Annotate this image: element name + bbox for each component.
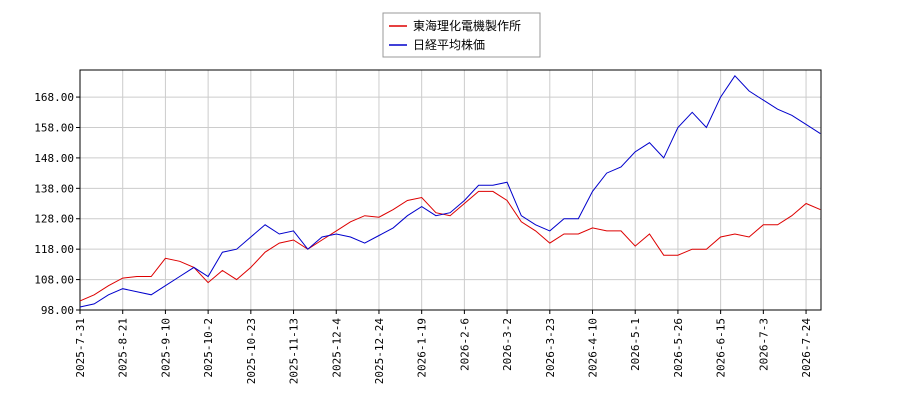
legend-box [382, 12, 541, 58]
x-tick-label: 2025-11-13 [288, 318, 301, 384]
y-tick-label: 98.00 [41, 304, 74, 317]
y-tick-label: 108.00 [34, 274, 74, 287]
legend-label: 日経平均株価 [413, 37, 485, 52]
y-tick-label: 148.00 [34, 152, 74, 165]
y-tick-label: 118.00 [34, 243, 74, 256]
x-tick-label: 2025-9-10 [159, 318, 172, 378]
x-tick-label: 2026-7-24 [800, 318, 813, 378]
line-series [79, 190, 821, 302]
x-tick-label: 2026-4-10 [587, 318, 600, 378]
x-tick-label: 2026-6-15 [715, 318, 728, 378]
x-tick-label: 2025-10-23 [245, 318, 258, 384]
y-tick-label: 158.00 [34, 121, 74, 134]
x-tick-label: 2025-12-4 [330, 318, 343, 378]
x-tick-label: 2026-5-26 [672, 318, 685, 378]
x-tick-label: 2025-12-24 [373, 318, 386, 385]
plot-border [79, 69, 822, 311]
plot-area [80, 70, 821, 310]
legend-label: 東海理化電機製作所 [413, 18, 521, 33]
y-tick-label: 138.00 [34, 182, 74, 195]
x-tick-label: 2026-3-2 [501, 318, 514, 371]
x-tick-label: 2025-8-21 [117, 318, 130, 378]
line-series [79, 74, 821, 308]
x-tick-label: 2025-10-2 [202, 318, 215, 378]
x-tick-label: 2026-5-1 [629, 318, 642, 371]
y-tick-label: 128.00 [34, 213, 74, 226]
x-tick-label: 2026-2-6 [458, 318, 471, 371]
y-tick-label: 168.00 [34, 91, 74, 104]
x-tick-label: 2026-1-19 [416, 318, 429, 378]
x-tick-label: 2025-7-31 [74, 318, 87, 378]
x-tick-label: 2026-7-3 [757, 318, 770, 371]
x-tick-label: 2026-3-23 [544, 318, 557, 378]
